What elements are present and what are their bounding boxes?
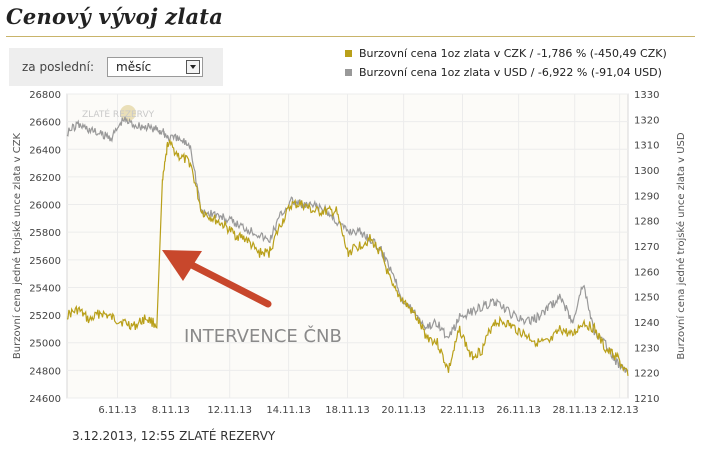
y-left-tick-label: 26800 bbox=[29, 90, 61, 101]
x-tick-label: 18.11.13 bbox=[325, 405, 370, 416]
legend-swatch-czk bbox=[345, 50, 352, 57]
period-select-value: měsíc bbox=[116, 60, 152, 74]
annotation-arrowhead-icon bbox=[162, 250, 202, 281]
y-left-tick-label: 26000 bbox=[29, 201, 61, 212]
y-left-tick-label: 24800 bbox=[29, 366, 61, 377]
legend-item-czk[interactable]: Burzovní cena 1oz zlata v CZK / -1,786 %… bbox=[345, 44, 667, 63]
y-right-tick-label: 1320 bbox=[634, 115, 659, 126]
y-right-tick-label: 1280 bbox=[634, 217, 659, 228]
watermark-text: ZLATÉ REZERVY bbox=[82, 108, 155, 120]
chart-footer: 3.12.2013, 12:55 ZLATÉ REZERVY bbox=[72, 429, 276, 443]
series-line-usd bbox=[66, 116, 629, 373]
y-right-axis-label: Burzovní cena jedné trojské unce zlata v… bbox=[675, 132, 687, 359]
x-tick-label: 22.11.13 bbox=[440, 405, 485, 416]
y-right-tick-label: 1240 bbox=[634, 318, 659, 329]
x-tick-label: 28.11.13 bbox=[552, 405, 597, 416]
y-right-tick-label: 1250 bbox=[634, 293, 659, 304]
y-right-tick-label: 1270 bbox=[634, 242, 659, 253]
y-left-tick-label: 24600 bbox=[29, 394, 61, 405]
page-title: Cenový vývoj zlata bbox=[6, 4, 224, 29]
y-right-tick-label: 1210 bbox=[634, 394, 659, 405]
title-divider bbox=[6, 36, 695, 37]
y-left-tick-label: 26200 bbox=[29, 173, 61, 184]
y-right-tick-label: 1310 bbox=[634, 141, 659, 152]
annotation-arrow bbox=[178, 256, 272, 308]
y-left-tick-label: 25000 bbox=[29, 339, 61, 350]
y-left-tick-label: 26600 bbox=[29, 118, 61, 129]
legend-label-czk: Burzovní cena 1oz zlata v CZK / -1,786 %… bbox=[359, 47, 667, 60]
y-right-tick-label: 1230 bbox=[634, 343, 659, 354]
y-left-tick-label: 25200 bbox=[29, 311, 61, 322]
annotation-label: INTERVENCE ČNB bbox=[184, 325, 342, 347]
x-tick-label: 14.11.13 bbox=[266, 405, 311, 416]
period-select[interactable]: měsíc bbox=[107, 57, 203, 77]
chevron-down-icon[interactable] bbox=[186, 60, 200, 74]
chart-legend: Burzovní cena 1oz zlata v CZK / -1,786 %… bbox=[345, 44, 667, 82]
legend-label-usd: Burzovní cena 1oz zlata v USD / -6,922 %… bbox=[359, 66, 662, 79]
y-right-tick-label: 1330 bbox=[634, 90, 659, 101]
legend-item-usd[interactable]: Burzovní cena 1oz zlata v USD / -6,922 %… bbox=[345, 63, 667, 82]
y-right-tick-label: 1220 bbox=[634, 369, 659, 380]
watermark-logo-icon bbox=[120, 105, 136, 121]
x-tick-label: 12.11.13 bbox=[207, 405, 252, 416]
x-tick-label: 2.12.13 bbox=[600, 405, 638, 416]
x-tick-label: 8.11.13 bbox=[152, 405, 190, 416]
y-right-tick-label: 1290 bbox=[634, 191, 659, 202]
y-left-axis-label: Burzovní cena jedné trojské unce zlata v… bbox=[11, 132, 23, 359]
y-left-tick-label: 25600 bbox=[29, 256, 61, 267]
y-right-tick-label: 1300 bbox=[634, 166, 659, 177]
y-right-tick-label: 1260 bbox=[634, 267, 659, 278]
period-label: za poslední: bbox=[22, 60, 94, 74]
y-left-tick-label: 26400 bbox=[29, 145, 61, 156]
x-tick-label: 20.11.13 bbox=[381, 405, 426, 416]
legend-swatch-usd bbox=[345, 69, 352, 76]
x-tick-label: 6.11.13 bbox=[98, 405, 136, 416]
series-line-czk bbox=[66, 139, 629, 376]
y-left-tick-label: 25800 bbox=[29, 228, 61, 239]
x-tick-label: 26.11.13 bbox=[496, 405, 541, 416]
period-filter: za poslední: měsíc bbox=[9, 48, 223, 86]
y-left-tick-label: 25400 bbox=[29, 283, 61, 294]
